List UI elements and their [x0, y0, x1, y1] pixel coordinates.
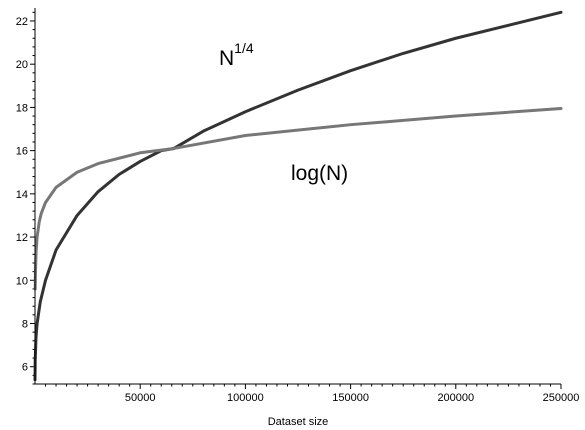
x-tick-label: 100000 — [227, 392, 264, 404]
series-label-base: N — [219, 47, 234, 70]
y-tick-label: 6 — [22, 362, 28, 374]
series-label-exponent: 1/4 — [234, 40, 254, 56]
series-label-log-n: log(N) — [291, 162, 348, 185]
y-tick-label: 22 — [16, 16, 28, 28]
x-tick-label: 200000 — [437, 392, 474, 404]
y-tick-label: 8 — [22, 318, 28, 330]
series-line-log-n — [33, 106, 563, 291]
y-tick-label: 18 — [16, 102, 28, 114]
x-tick-label: 250000 — [543, 392, 580, 404]
y-tick-label: 14 — [16, 189, 28, 201]
x-tick-label: 50000 — [125, 392, 156, 404]
y-tick-label: 20 — [16, 59, 28, 71]
y-tick-label: 16 — [16, 146, 28, 158]
y-tick-label: 10 — [16, 275, 28, 287]
series-line-n-quarter — [33, 10, 563, 382]
y-tick-label: 12 — [16, 232, 28, 244]
series-label-n-quarter: N1/4 — [219, 40, 254, 70]
x-tick-label: 150000 — [332, 392, 369, 404]
x-axis-title: Dataset size — [268, 416, 329, 428]
